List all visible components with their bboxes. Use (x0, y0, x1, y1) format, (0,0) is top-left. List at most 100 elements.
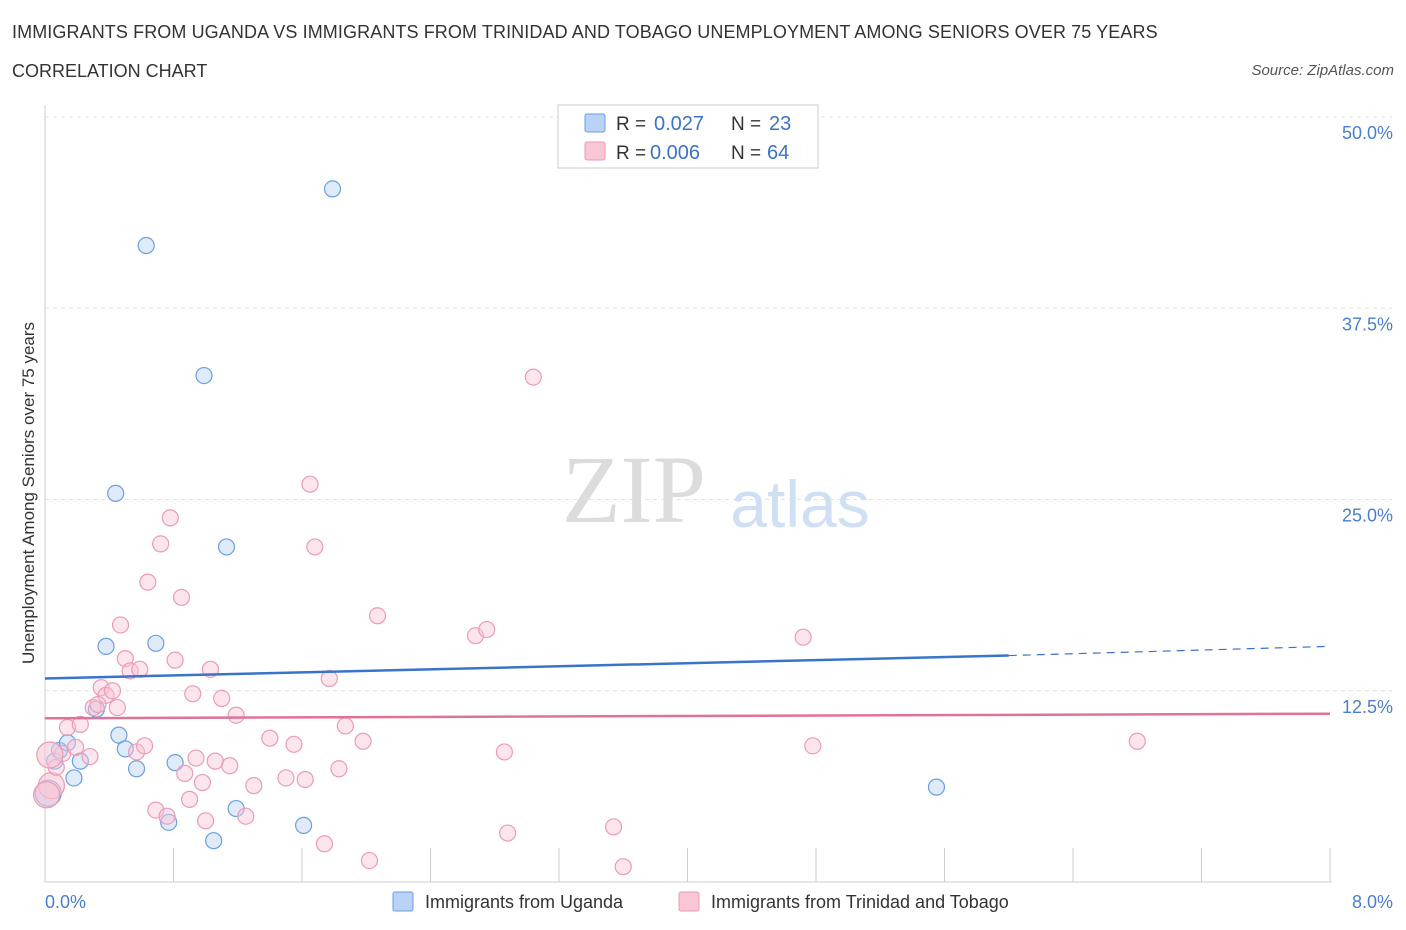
point-trinidad-35 (227, 706, 245, 724)
point-uganda-11 (127, 760, 146, 778)
point-trinidad-11 (108, 698, 126, 717)
legend-r-label-2: R = (616, 143, 646, 164)
point-trinidad-21 (158, 807, 176, 825)
point-uganda-10 (116, 740, 134, 758)
point-trinidad-37 (245, 777, 263, 795)
point-trinidad-23 (166, 651, 184, 669)
point-trinidad-3 (58, 718, 77, 737)
point-trinidad-53 (495, 743, 513, 761)
point-uganda-13 (147, 634, 165, 652)
trend-lines (44, 645, 1331, 720)
point-trinidad-50 (368, 607, 387, 625)
point-trinidad-12 (111, 616, 130, 634)
point-trinidad-41 (296, 770, 314, 789)
legend-n-value-2: 64 (767, 142, 789, 164)
watermark-zip: ZIP (562, 436, 706, 543)
point-trinidad-62 (36, 741, 64, 769)
point-trinidad-32 (206, 752, 224, 770)
point-trinidad-61 (33, 781, 61, 809)
series-legend-swatch-uganda (392, 891, 414, 912)
legend-r-value-2: 0.006 (650, 142, 700, 164)
point-trinidad-47 (336, 717, 354, 735)
point-uganda-8 (107, 484, 125, 502)
point-trinidad-30 (197, 812, 215, 830)
point-trinidad-28 (187, 749, 205, 767)
point-uganda-22 (927, 778, 946, 796)
legend-r-label-1: R = (616, 114, 646, 135)
series-legend-label-uganda: Immigrants from Uganda (425, 892, 624, 912)
chart-subtitle: CORRELATION CHART (12, 61, 208, 81)
point-uganda-18 (217, 538, 236, 556)
y-tick-labels: 12.5% 25.0% 37.5% 50.0% (1342, 123, 1393, 717)
point-trinidad-7 (84, 698, 102, 717)
trend-line-uganda-extension (1008, 645, 1331, 657)
point-trinidad-17 (135, 737, 154, 755)
y-tick-label-1: 25.0% (1342, 506, 1393, 526)
point-trinidad-6 (81, 747, 99, 766)
point-uganda-20 (295, 816, 313, 834)
trend-line-trinidad (44, 712, 1331, 720)
series-legend-swatch-trinidad (678, 891, 700, 912)
point-uganda-12 (137, 236, 155, 255)
watermark: ZIP atlas (562, 436, 870, 543)
point-trinidad-55 (524, 368, 542, 386)
series-legend-label-trinidad: Immigrants from Trinidad and Tobago (711, 892, 1009, 912)
point-trinidad-26 (180, 790, 199, 808)
legend-n-label-1: N = (731, 114, 761, 135)
point-trinidad-29 (193, 773, 212, 792)
y-tick-label-3: 50.0% (1342, 123, 1393, 143)
legend-n-label-2: N = (731, 143, 761, 164)
correlation-legend: R = 0.027 N = 23 R = 0.006 N = 64 (557, 104, 819, 169)
point-trinidad-38 (261, 729, 279, 747)
watermark-atlas: atlas (730, 467, 869, 541)
series-legend: Immigrants from Uganda Immigrants from T… (392, 891, 1009, 912)
point-uganda-3 (58, 734, 77, 752)
legend-swatch-uganda (584, 113, 606, 133)
point-trinidad-33 (213, 689, 231, 708)
point-trinidad-34 (221, 757, 239, 775)
source-note: Source: ZipAtlas.com (1251, 62, 1394, 79)
legend-r-value-1: 0.027 (654, 113, 704, 135)
point-trinidad-49 (360, 851, 379, 870)
point-trinidad-57 (614, 858, 632, 876)
point-trinidad-36 (237, 807, 255, 825)
point-trinidad-20 (152, 535, 170, 553)
point-trinidad-44 (315, 835, 334, 853)
point-uganda-15 (166, 754, 184, 772)
point-trinidad-59 (804, 737, 822, 755)
point-trinidad-22 (161, 509, 179, 527)
x-tick-label-min: 0.0% (45, 892, 86, 912)
point-trinidad-27 (184, 685, 202, 703)
point-trinidad-54 (499, 824, 517, 842)
x-tick-label-max: 8.0% (1352, 892, 1393, 912)
point-trinidad-42 (301, 475, 319, 493)
point-trinidad-60 (1128, 732, 1146, 750)
point-uganda-9 (110, 726, 128, 744)
legend-swatch-trinidad (584, 141, 606, 161)
point-trinidad-10 (103, 682, 122, 700)
point-uganda-21 (323, 180, 342, 198)
y-tick-label-0: 12.5% (1342, 697, 1393, 717)
y-axis-title: Unemployment Among Seniors over 75 years (19, 322, 38, 664)
point-trinidad-24 (172, 588, 191, 607)
point-uganda-4 (65, 769, 83, 787)
point-trinidad-5 (71, 715, 89, 734)
point-trinidad-63 (89, 695, 107, 714)
point-uganda-7 (97, 637, 115, 655)
legend-n-value-1: 23 (769, 113, 791, 135)
trend-line-uganda (44, 654, 1009, 680)
point-trinidad-58 (794, 628, 812, 646)
gridlines (45, 116, 1392, 692)
point-trinidad-48 (354, 732, 372, 750)
data-points (33, 180, 1146, 876)
point-uganda-17 (205, 832, 223, 850)
point-trinidad-46 (330, 760, 348, 778)
point-trinidad-25 (176, 764, 194, 782)
point-trinidad-4 (66, 738, 85, 756)
y-tick-label-2: 37.5% (1342, 314, 1393, 334)
point-trinidad-39 (277, 769, 295, 787)
point-trinidad-52 (478, 620, 496, 639)
point-trinidad-56 (605, 818, 623, 836)
chart-title: IMMIGRANTS FROM UGANDA VS IMMIGRANTS FRO… (12, 22, 1158, 42)
